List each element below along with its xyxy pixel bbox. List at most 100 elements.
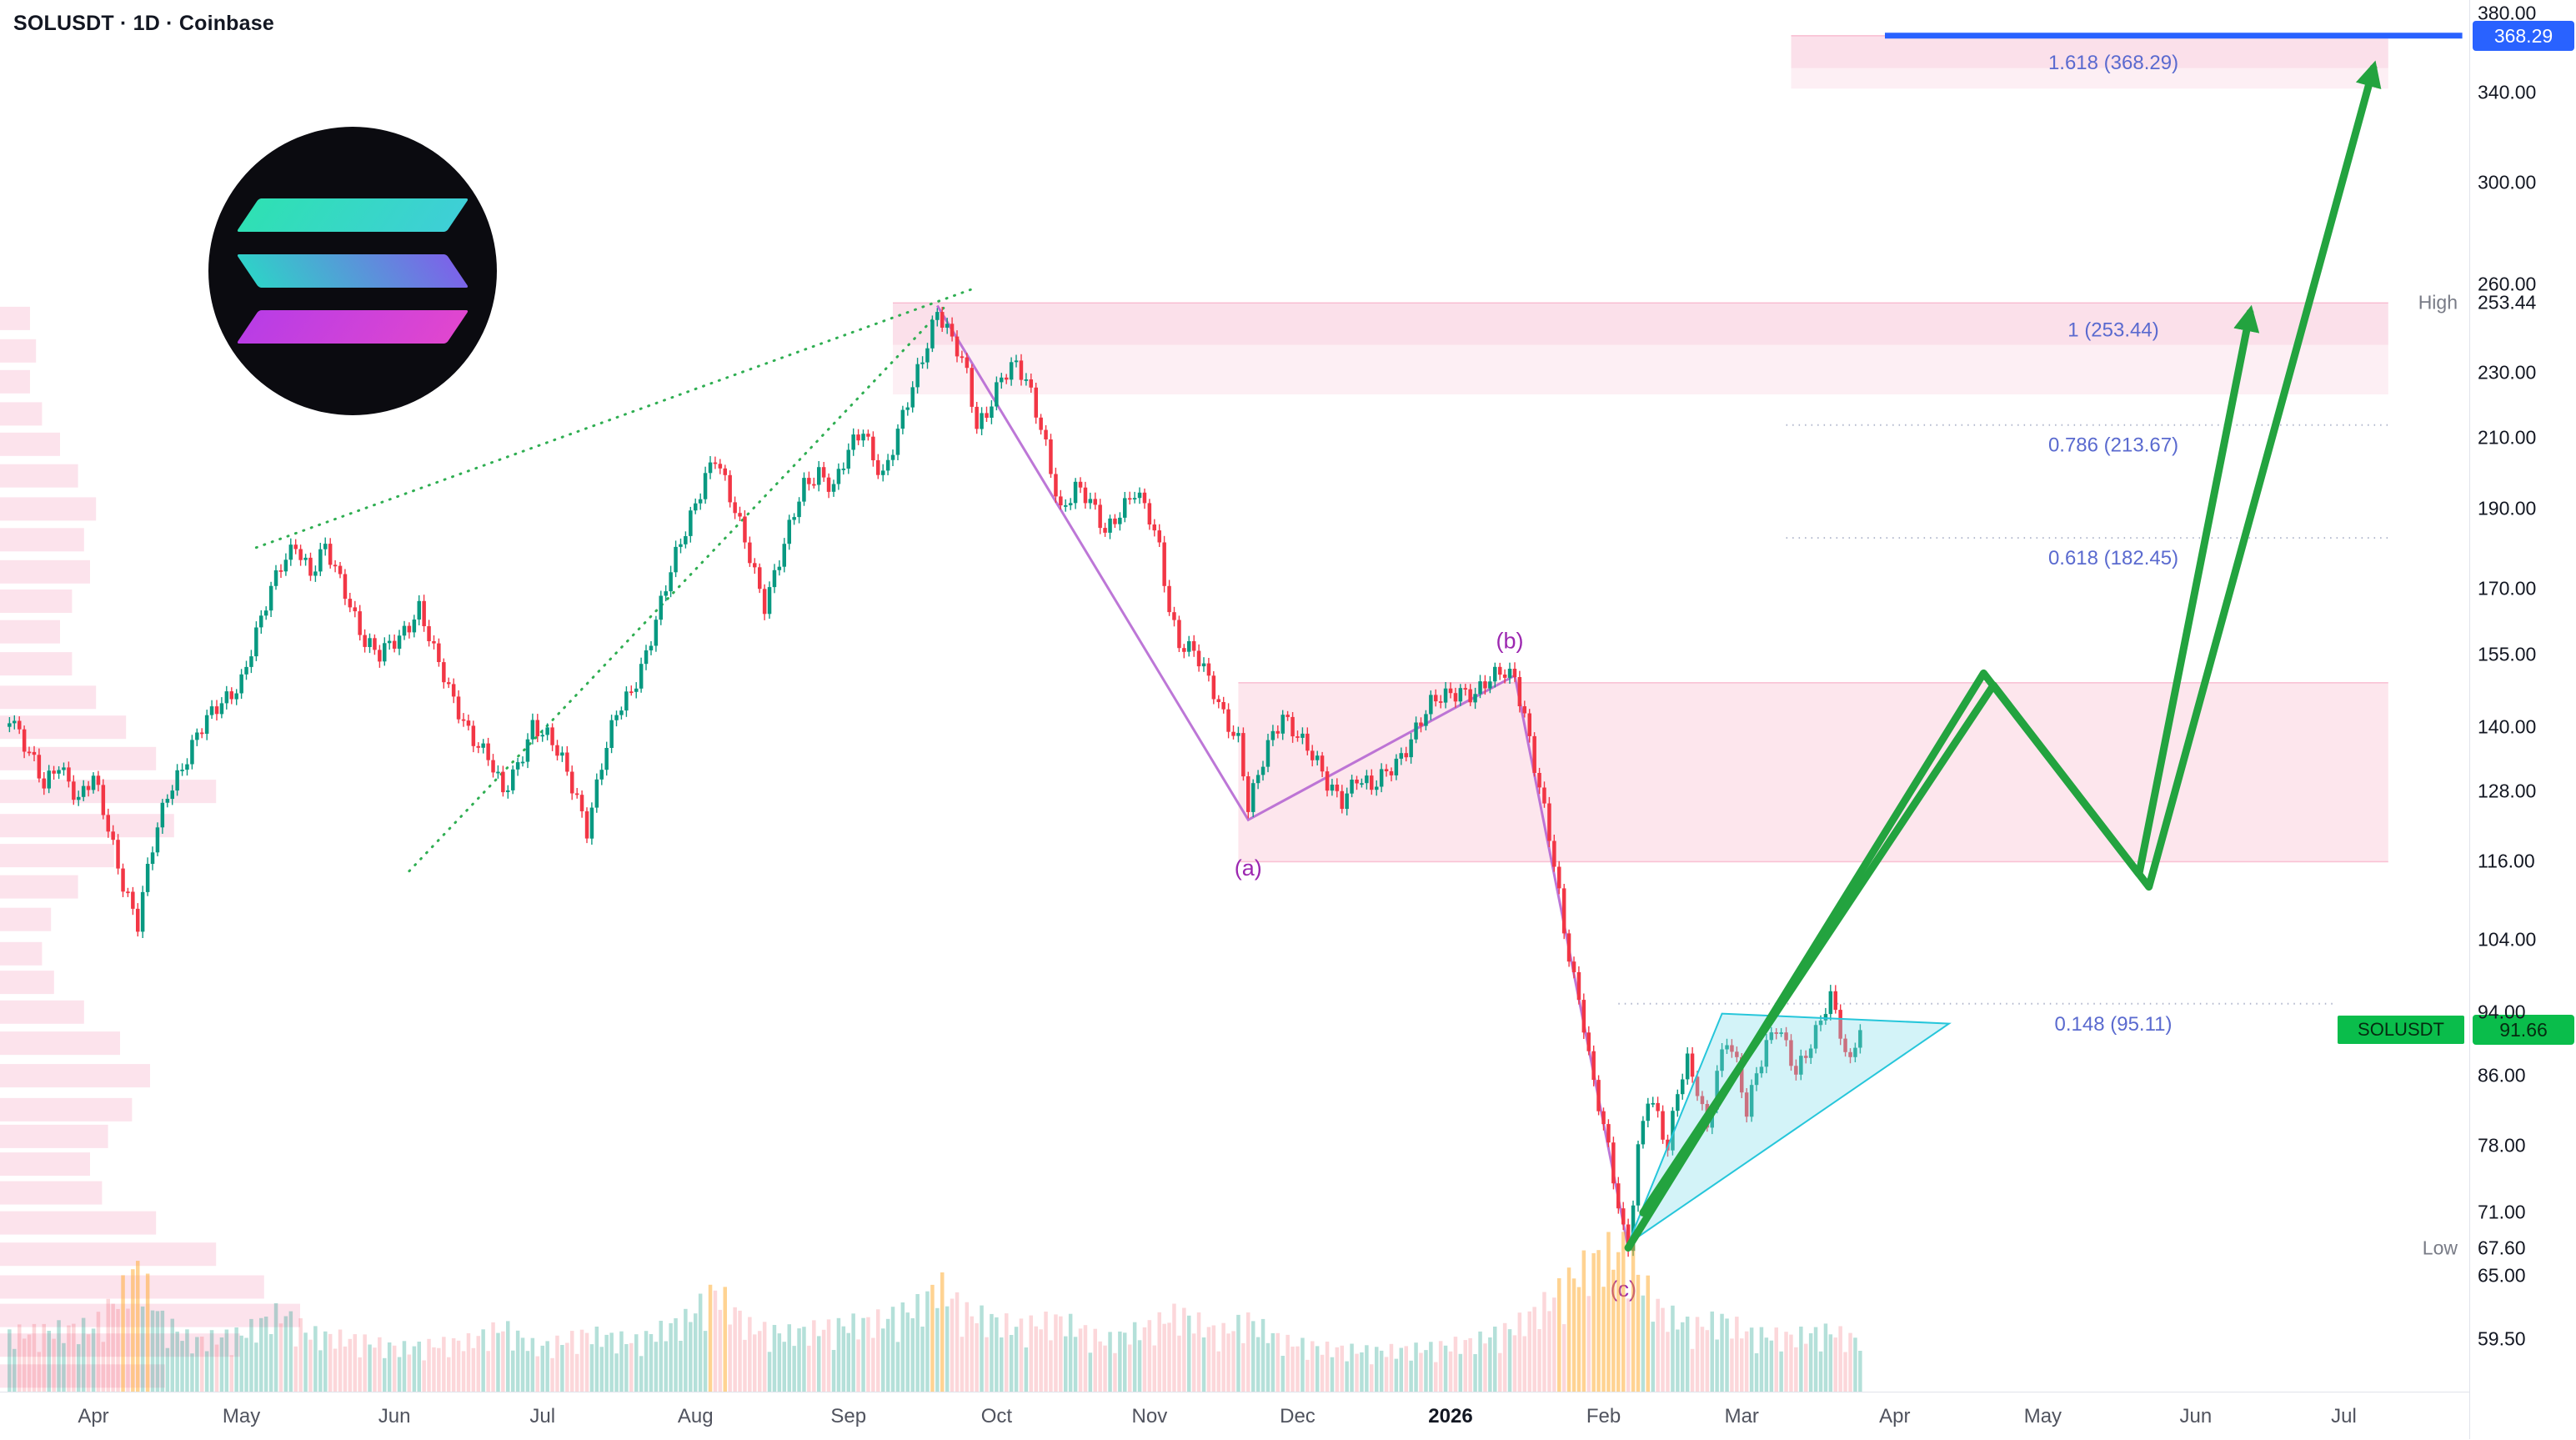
volume-bar <box>1848 1332 1852 1392</box>
volume-bar <box>1434 1362 1438 1392</box>
volume-bar <box>758 1331 762 1392</box>
volume-bar <box>1681 1322 1685 1392</box>
candle-body <box>1152 524 1156 531</box>
candle-body <box>1671 1111 1675 1151</box>
time-tick: Oct <box>980 1404 1013 1427</box>
candle-body <box>1301 733 1305 738</box>
volume-bar <box>797 1328 801 1392</box>
time-tick: Jun <box>378 1404 411 1427</box>
volume-bar <box>1044 1312 1048 1392</box>
volume-bar <box>1306 1359 1310 1392</box>
volume-bar <box>263 1317 268 1392</box>
volume-bar <box>703 1331 708 1392</box>
volume-bar <box>412 1346 417 1392</box>
candle-body <box>753 563 757 568</box>
volume-bar <box>599 1347 604 1392</box>
volume-bar <box>782 1342 786 1392</box>
volume-bar <box>1818 1351 1823 1392</box>
candle-body <box>1147 503 1152 524</box>
volume-profile-bar <box>0 1181 103 1205</box>
candle-body <box>1833 991 1837 1011</box>
volume-bar <box>116 1308 120 1392</box>
volume-bar <box>674 1318 678 1392</box>
candle-body <box>1838 1010 1842 1039</box>
volume-bar <box>1399 1347 1403 1392</box>
volume-bar <box>831 1350 836 1392</box>
candle-body <box>669 572 673 592</box>
volume-bar <box>846 1332 850 1392</box>
candle-body <box>263 610 268 616</box>
volume-profile-bar <box>0 1242 217 1267</box>
volume-bar <box>1068 1313 1073 1392</box>
candle-body <box>925 348 930 363</box>
candle-body <box>520 761 525 764</box>
volume-bar <box>81 1317 86 1392</box>
volume-bar <box>1429 1342 1433 1392</box>
time-axis[interactable]: Apr May Jun Jul Aug Sep Oct Nov Dec 2026 Feb Mar Apr… <box>0 1392 2469 1440</box>
candle-body <box>1621 1208 1626 1225</box>
candle-body <box>190 740 194 765</box>
volume-bar <box>1764 1337 1769 1392</box>
candle-body <box>1005 377 1009 380</box>
volume-bar <box>530 1337 535 1392</box>
volume-bar <box>1034 1326 1038 1392</box>
volume-bar <box>190 1353 194 1392</box>
candle-body <box>1725 1045 1729 1050</box>
candle-body <box>397 635 402 649</box>
candle-body <box>209 706 214 715</box>
candle-body <box>1113 518 1117 524</box>
candle-body <box>383 643 387 662</box>
volume-bar <box>165 1347 170 1392</box>
volume-bar <box>363 1334 367 1392</box>
candle-body <box>1306 733 1310 751</box>
candle-body <box>708 462 713 474</box>
candle-body <box>1488 681 1492 689</box>
volume-bar <box>397 1357 402 1392</box>
volume-bar <box>501 1331 505 1392</box>
volume-bar <box>579 1329 584 1392</box>
volume-bar <box>807 1345 811 1392</box>
candle-body <box>358 611 362 635</box>
candle-body <box>1527 713 1531 736</box>
volume-bar <box>47 1331 51 1392</box>
volume-bar <box>1443 1345 1448 1392</box>
candle-body <box>515 762 520 770</box>
volume-bar <box>634 1334 639 1392</box>
fib-zone <box>1238 682 2388 862</box>
volume-profile-bar <box>0 559 90 584</box>
volume-bar <box>77 1344 81 1392</box>
volume-bar <box>1335 1347 1340 1392</box>
candle-body <box>1280 715 1285 734</box>
candle-body <box>664 591 668 596</box>
candle-body <box>1083 487 1088 504</box>
candle-body <box>565 752 569 772</box>
candle-body <box>535 720 539 736</box>
volume-bar <box>525 1351 530 1392</box>
candle-body <box>254 627 258 657</box>
candle-body <box>1571 961 1576 972</box>
candle-body <box>180 770 184 771</box>
volume-bar <box>1093 1328 1097 1392</box>
candle-body <box>1478 681 1482 695</box>
candle-body <box>1335 785 1340 791</box>
volume-bar <box>1671 1305 1675 1392</box>
candle-body <box>244 666 248 675</box>
candle-body <box>1789 1040 1793 1066</box>
candle-body <box>1473 694 1477 703</box>
candle-body <box>841 469 846 470</box>
candle-body <box>1606 1124 1611 1143</box>
volume-bar <box>1651 1322 1655 1392</box>
price-axis[interactable]: 253.44 67.60 368.29 91.66 380.00 340.00 30… <box>2469 0 2576 1439</box>
candle-body <box>219 703 224 715</box>
solana-logo <box>208 127 497 415</box>
candle-body <box>1759 1066 1764 1074</box>
candle-body <box>348 599 353 608</box>
volume-bar <box>1123 1332 1127 1392</box>
time-tick: Nov <box>1131 1404 1168 1427</box>
solana-logo-bar-bottom <box>236 310 469 344</box>
volume-bar <box>259 1317 263 1392</box>
volume-bar <box>1730 1338 1734 1392</box>
volume-profile-bar <box>0 1152 90 1177</box>
candle-body <box>738 513 742 517</box>
